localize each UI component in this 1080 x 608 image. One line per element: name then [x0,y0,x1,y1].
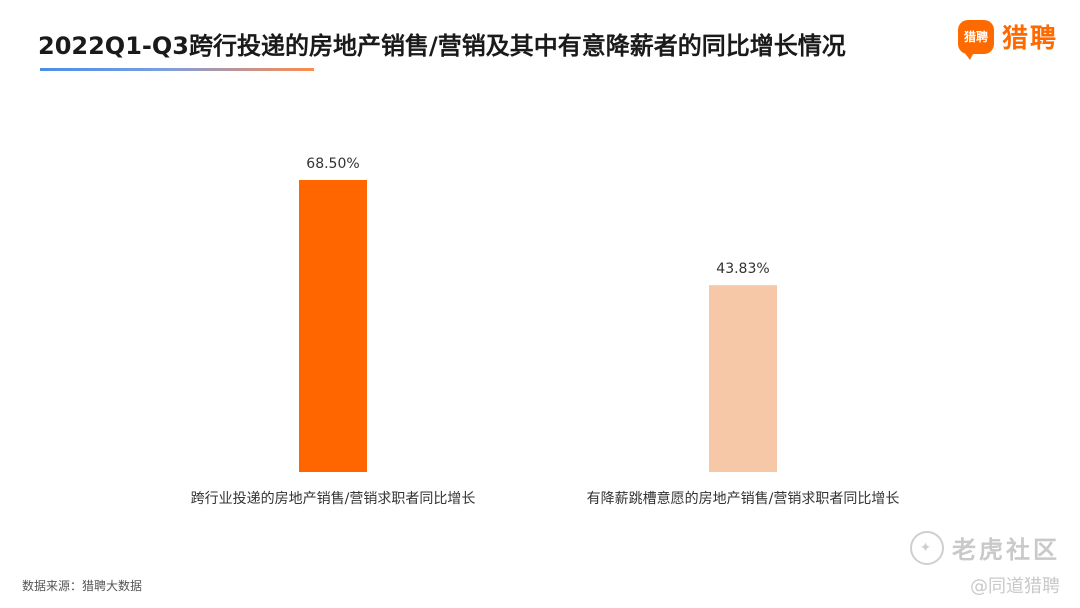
watermark: ✦ 老虎社区 [910,530,1060,565]
brand-name: 猎聘 [1001,24,1058,54]
bar-1 [299,180,367,472]
brand-logo: 猎聘 猎聘 [957,18,1058,60]
title-underline [40,68,314,71]
brand-badge-icon: 猎聘 [957,19,994,60]
category-label-1: 跨行业投递的房地产销售/营销求职者同比增长 [191,491,476,507]
data-label-2: 43.83% [716,261,769,277]
data-label-1: 68.50% [306,156,359,172]
data-source-note: 数据来源：猎聘大数据 [22,579,143,593]
watermark-text: 老虎社区 [952,536,1060,564]
category-label-2: 有降薪跳槽意愿的房地产销售/营销求职者同比增长 [587,490,900,507]
watermark-handle: @同道猎聘 [970,576,1060,597]
bar-2 [709,285,777,472]
chart-title: 2022Q1-Q3跨行投递的房地产销售/营销及其中有意降薪者的同比增长情况 [38,32,846,60]
watermark-icon: ✦ [910,530,944,565]
